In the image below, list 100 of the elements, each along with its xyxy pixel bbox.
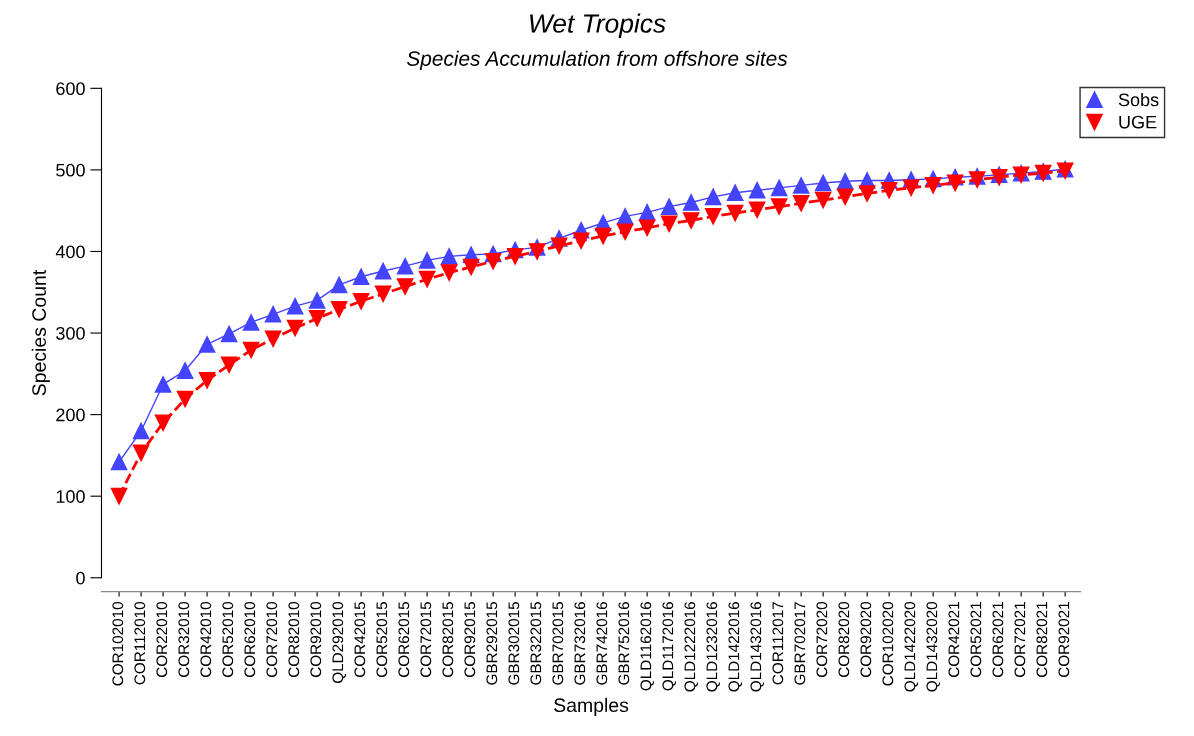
point [242, 314, 260, 331]
x-tick-label: QLD1232016 [706, 602, 720, 692]
point [132, 422, 150, 440]
point [484, 252, 502, 270]
point [154, 376, 172, 393]
point [924, 177, 942, 194]
x-tick-label: COR52021 [970, 602, 982, 678]
point [132, 444, 150, 462]
x-tick-label: COR52010 [222, 601, 234, 678]
point [352, 268, 370, 286]
x-tick-label: COR62010 [244, 601, 256, 678]
point [264, 305, 282, 323]
x-tick-label: COR92015 [464, 602, 476, 678]
point [352, 292, 370, 310]
x-tick-label: GBR742016 [596, 602, 608, 685]
point [660, 198, 678, 215]
point [418, 270, 436, 288]
point [814, 191, 832, 209]
point [154, 414, 172, 432]
point [704, 188, 722, 206]
point [418, 252, 436, 269]
point [660, 215, 678, 233]
point [902, 179, 920, 197]
point [572, 232, 590, 250]
point [638, 219, 656, 237]
point [528, 243, 546, 260]
point [792, 177, 810, 194]
x-tick-label: QLD1432016 [750, 602, 764, 692]
x-tick-label: GBR702017 [794, 602, 806, 685]
y-tick-label: 500 [56, 163, 85, 177]
point [308, 292, 326, 309]
point [770, 179, 788, 197]
x-tick-label: QLD292010 [332, 601, 346, 684]
x-tick-label: COR42010 [200, 601, 212, 678]
point [286, 297, 304, 315]
point [308, 310, 326, 327]
chart-title: Wet Tropics [530, 13, 666, 39]
legend-label: Sobs [1118, 92, 1159, 107]
y-axis-title: Species Count [31, 269, 50, 396]
x-tick-label: GBR322015 [530, 602, 542, 685]
x-tick-label: COR62021 [992, 602, 1004, 678]
x-tick-label: QLD1422020 [904, 601, 918, 692]
x-tick-label: COR82010 [288, 601, 300, 678]
point [616, 208, 634, 225]
x-tick-label: COR92021 [1058, 602, 1070, 678]
y-tick-label: 600 [56, 82, 85, 96]
point [110, 487, 128, 505]
point [748, 201, 766, 219]
point [220, 356, 238, 374]
x-tick-label: COR92010 [310, 601, 322, 678]
x-tick-label: COR92020 [860, 601, 872, 678]
x-tick-label: QLD1432020 [926, 601, 940, 692]
point [858, 185, 876, 202]
point [836, 188, 854, 206]
point [330, 301, 348, 318]
point [682, 194, 700, 211]
point [242, 341, 260, 359]
point [198, 336, 216, 353]
x-tick-label: COR62015 [398, 602, 410, 678]
x-tick-label: QLD1222016 [684, 602, 698, 692]
point [110, 453, 128, 471]
point [968, 171, 986, 189]
x-axis-title: Samples [554, 697, 629, 716]
point [506, 248, 524, 265]
point [440, 248, 458, 265]
x-tick-label: QLD1172016 [662, 602, 676, 691]
x-tick-label: GBR292015 [486, 602, 498, 685]
point [748, 181, 766, 199]
point [220, 325, 238, 343]
x-tick-label: COR52015 [376, 602, 388, 678]
x-tick-label: COR112010 [134, 601, 146, 685]
x-tick-label: COR42021 [948, 602, 960, 678]
point [770, 198, 788, 215]
point [792, 195, 810, 212]
x-tick-label: QLD1422016 [728, 602, 742, 692]
point [616, 223, 634, 241]
point [594, 227, 612, 245]
x-tick-label: COR72021 [1014, 602, 1026, 678]
point [330, 276, 348, 294]
point [176, 390, 194, 408]
point [440, 264, 458, 282]
x-tick-label: COR82021 [1036, 602, 1048, 678]
point [396, 257, 414, 275]
point [550, 237, 568, 255]
x-tick-label: GBR302015 [508, 602, 520, 685]
x-tick-label: COR112017 [772, 602, 784, 685]
chart-subtitle: Species Accumulation from offshore sites [406, 50, 788, 71]
x-tick-label: COR102020 [882, 601, 894, 686]
x-tick-label: GBR702015 [552, 602, 564, 685]
point [286, 319, 304, 337]
y-tick-label: 400 [55, 245, 85, 259]
point [374, 285, 392, 303]
point [704, 208, 722, 225]
x-tick-label: COR22010 [156, 601, 168, 678]
x-tick-label: COR82015 [442, 602, 454, 678]
y-tick-label: 100 [56, 490, 85, 503]
x-tick-label: COR72015 [420, 602, 432, 678]
point [264, 330, 282, 348]
x-tick-label: QLD1162016 [640, 602, 654, 691]
point [946, 174, 964, 192]
